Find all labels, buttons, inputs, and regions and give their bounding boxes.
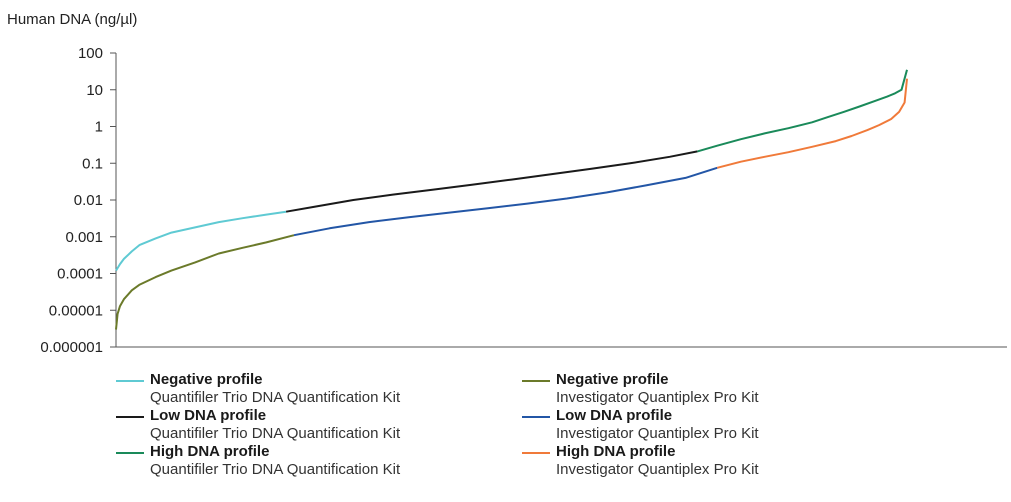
y-axis-label: Human DNA (ng/µl) [7, 11, 138, 28]
series-line-4 [293, 166, 718, 237]
y-tick-label: 0.000001 [40, 339, 103, 356]
legend-swatch [522, 452, 550, 454]
y-tick-label: 1 [95, 119, 103, 136]
series-line-2 [697, 69, 908, 153]
legend-swatch [116, 452, 144, 454]
series-line-3 [115, 234, 295, 330]
y-tick-label: 0.01 [74, 192, 103, 209]
legend-series-name: Negative profile [150, 371, 263, 388]
axes: 100 10 1 0.1 0.01 0.001 0.0001 0.00001 0.000001 [40, 45, 1007, 356]
y-tick-label: 10 [86, 82, 103, 99]
legend-kit-name: Investigator Quantiplex Pro Kit [556, 461, 759, 478]
legend-series-name: Negative profile [556, 371, 669, 388]
legend-swatch [522, 416, 550, 418]
legend-swatch [522, 380, 550, 382]
legend-kit-name: Quantifiler Trio DNA Quantification Kit [150, 389, 401, 406]
legend-kit-name: Investigator Quantiplex Pro Kit [556, 389, 759, 406]
legend-swatch [116, 416, 144, 418]
y-tick-label: 0.001 [65, 229, 103, 246]
legend-series-name: High DNA profile [556, 443, 676, 460]
legend-series-name: Low DNA profile [150, 407, 267, 424]
legend-kit-name: Quantifiler Trio DNA Quantification Kit [150, 461, 401, 478]
legend-kit-name: Investigator Quantiplex Pro Kit [556, 425, 759, 442]
legend-series-name: High DNA profile [150, 443, 270, 460]
legend-series-name: Low DNA profile [556, 407, 673, 424]
y-tick-label: 0.00001 [49, 302, 103, 319]
series-line-0 [115, 210, 287, 272]
series-line-1 [285, 150, 698, 213]
series-line-5 [716, 78, 908, 169]
plot-area [115, 69, 908, 330]
legend-kit-name: Quantifiler Trio DNA Quantification Kit [150, 425, 401, 442]
y-tick-label: 0.0001 [57, 266, 103, 283]
y-tick-label: 0.1 [82, 155, 103, 172]
y-tick-label: 100 [78, 45, 103, 62]
legend-swatch [116, 380, 144, 382]
